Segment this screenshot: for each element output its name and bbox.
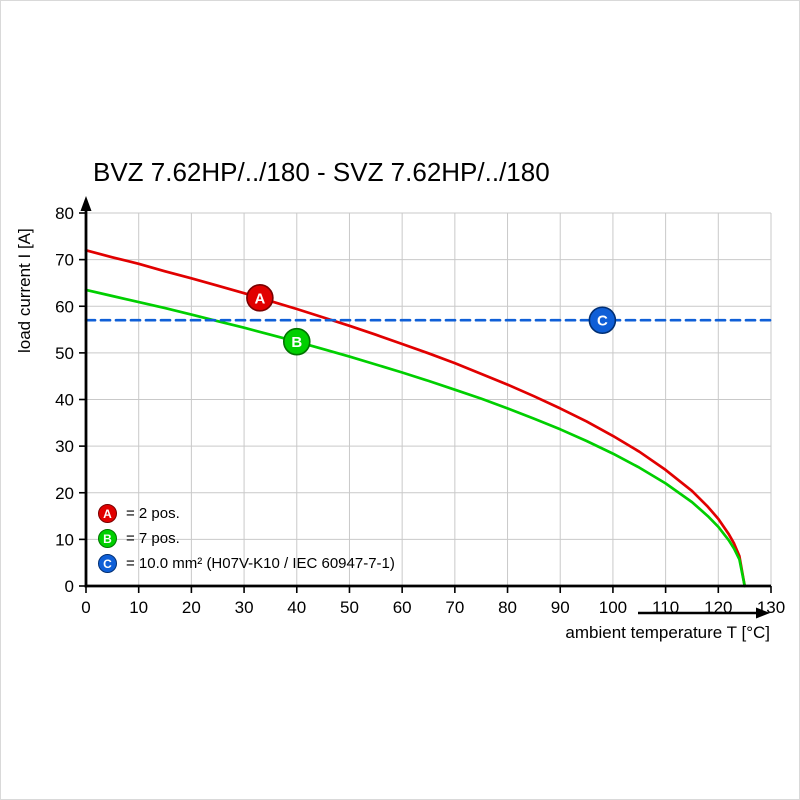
svg-text:50: 50 — [340, 598, 359, 617]
x-axis-label-group: ambient temperature T [°C] — [565, 606, 770, 643]
svg-text:A: A — [254, 290, 265, 307]
axes — [80, 196, 771, 588]
legend-marker-b: B — [98, 529, 117, 548]
legend-label-b: = 7 pos. — [126, 530, 180, 547]
svg-text:20: 20 — [182, 598, 201, 617]
svg-text:60: 60 — [55, 297, 74, 316]
svg-text:60: 60 — [393, 598, 412, 617]
svg-text:80: 80 — [498, 598, 517, 617]
legend-label-a: = 2 pos. — [126, 505, 180, 522]
svg-text:0: 0 — [65, 577, 74, 596]
y-axis-arrow-icon — [80, 196, 92, 211]
svg-text:40: 40 — [55, 391, 74, 410]
svg-text:100: 100 — [599, 598, 627, 617]
svg-text:50: 50 — [55, 344, 74, 363]
svg-text:70: 70 — [445, 598, 464, 617]
svg-text:20: 20 — [55, 484, 74, 503]
svg-text:10: 10 — [55, 530, 74, 549]
tick-marks — [79, 212, 772, 593]
svg-text:C: C — [597, 313, 608, 330]
svg-text:70: 70 — [55, 251, 74, 270]
marker-b: B — [282, 327, 311, 356]
chart-title: BVZ 7.62HP/../180 - SVZ 7.62HP/../180 — [93, 157, 550, 187]
marker-c: C — [588, 306, 617, 335]
legend-item-a: A = 2 pos. — [98, 501, 395, 526]
legend-item-c: C = 10.0 mm² (H07V-K10 / IEC 60947-7-1) — [98, 551, 395, 576]
marker-a: A — [246, 284, 274, 312]
legend-label-c: = 10.0 mm² (H07V-K10 / IEC 60947-7-1) — [126, 555, 395, 572]
legend-marker-a: A — [98, 504, 117, 523]
legend-item-b: B = 7 pos. — [98, 526, 395, 551]
svg-text:0: 0 — [81, 598, 90, 617]
svg-text:30: 30 — [55, 437, 74, 456]
chart-legend: A = 2 pos. B = 7 pos. C = 10.0 mm² (H07V… — [98, 501, 395, 576]
grid-lines — [86, 212, 772, 586]
x-axis-label: ambient temperature T [°C] — [565, 623, 770, 642]
svg-text:10: 10 — [129, 598, 148, 617]
svg-text:B: B — [291, 334, 302, 351]
svg-text:90: 90 — [551, 598, 570, 617]
curve-a — [84, 248, 747, 588]
svg-text:40: 40 — [287, 598, 306, 617]
svg-text:80: 80 — [55, 204, 74, 223]
svg-text:30: 30 — [235, 598, 254, 617]
x-axis-arrow-icon — [638, 607, 770, 619]
legend-marker-c: C — [98, 554, 117, 573]
